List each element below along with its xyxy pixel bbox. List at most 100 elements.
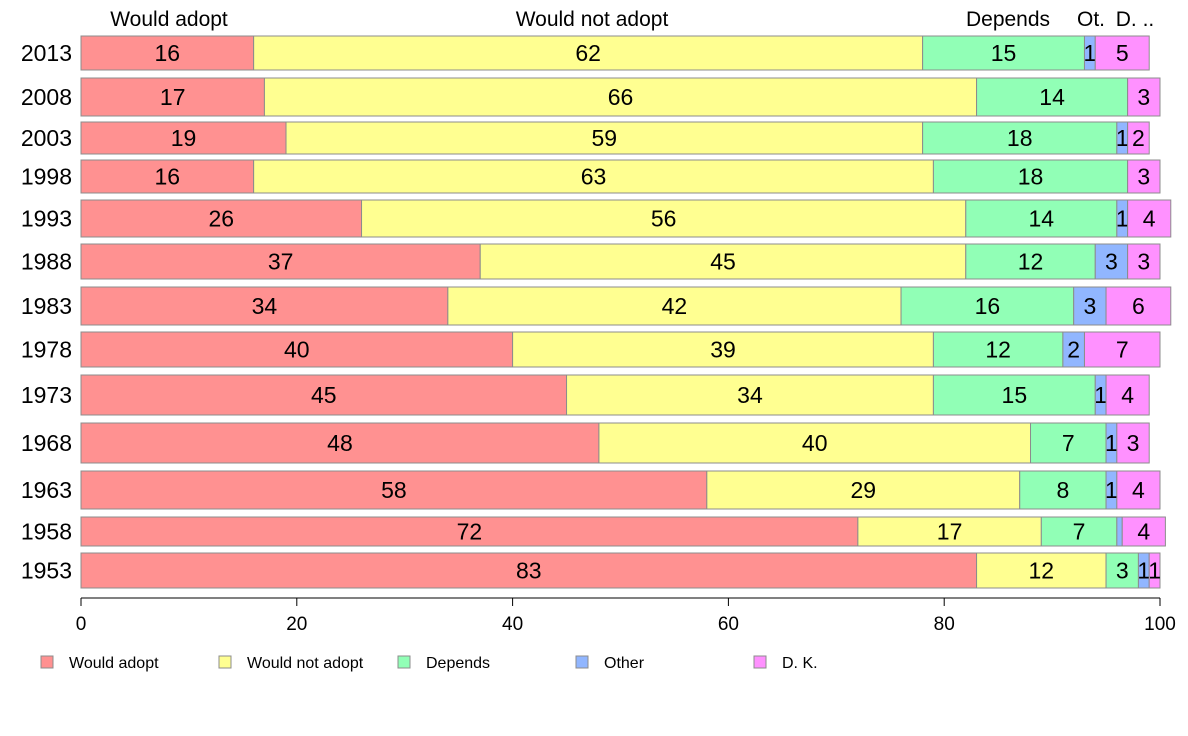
bar-segment bbox=[253, 159, 934, 194]
data-label: 40 bbox=[284, 337, 310, 363]
bar-segment bbox=[80, 77, 265, 117]
data-label: 7 bbox=[1073, 519, 1086, 545]
bar-segment bbox=[1094, 35, 1150, 71]
legend-swatch bbox=[40, 655, 54, 669]
legend-label: Would not adopt bbox=[247, 655, 364, 672]
bar-segment bbox=[900, 286, 1075, 326]
data-label: 2 bbox=[1067, 337, 1080, 363]
legend-swatch bbox=[218, 655, 232, 669]
bar-segment bbox=[1116, 470, 1161, 510]
bar-segment bbox=[922, 35, 1085, 71]
top-label: Would adopt bbox=[110, 8, 228, 31]
x-axis: 0 20 40 60 80 100 bbox=[76, 597, 1176, 635]
data-label: 83 bbox=[516, 558, 542, 584]
year-label: 1988 bbox=[21, 249, 72, 275]
year-label: 1993 bbox=[21, 206, 72, 232]
data-label: 4 bbox=[1121, 382, 1134, 408]
x-tick-label: 80 bbox=[934, 614, 955, 635]
bar-segment bbox=[1127, 159, 1161, 194]
bar-segment bbox=[80, 243, 481, 280]
year-label: 2008 bbox=[21, 84, 72, 110]
x-tick-label: 60 bbox=[718, 614, 739, 635]
bar-segment bbox=[1030, 422, 1107, 464]
data-label: 3 bbox=[1116, 558, 1129, 584]
x-tick-label: 20 bbox=[286, 614, 307, 635]
data-label: 1 bbox=[1105, 477, 1118, 503]
data-label: 45 bbox=[710, 249, 736, 275]
data-label: 26 bbox=[208, 206, 234, 232]
bar-segment bbox=[976, 77, 1129, 117]
legend-label: Depends bbox=[426, 655, 490, 672]
bar-segment bbox=[285, 121, 924, 155]
data-label: 18 bbox=[1018, 164, 1044, 190]
top-label: Depends bbox=[966, 8, 1050, 31]
bar-segment bbox=[965, 243, 1096, 280]
bar-segment bbox=[598, 422, 1032, 464]
data-label: 3 bbox=[1127, 430, 1140, 456]
bar-segment bbox=[1083, 331, 1161, 368]
year-label: 1973 bbox=[21, 382, 72, 408]
data-label: 14 bbox=[1039, 84, 1065, 110]
data-label: 16 bbox=[155, 40, 181, 66]
bar-segment bbox=[80, 516, 859, 547]
data-label: 40 bbox=[802, 430, 828, 456]
bar-segment bbox=[932, 374, 1096, 416]
bar-segment bbox=[1127, 199, 1172, 238]
data-label: 4 bbox=[1132, 477, 1145, 503]
data-label: 34 bbox=[737, 382, 763, 408]
data-label: 1 bbox=[1116, 206, 1129, 232]
bar-segment bbox=[1019, 470, 1107, 510]
legend-swatch bbox=[397, 655, 411, 669]
data-label: 39 bbox=[710, 337, 736, 363]
x-tick-label: 100 bbox=[1144, 614, 1176, 635]
legend-swatch bbox=[753, 655, 767, 669]
bar-segment bbox=[706, 470, 1021, 510]
data-label: 2 bbox=[1132, 125, 1145, 151]
data-label: 3 bbox=[1137, 249, 1150, 275]
data-label: 16 bbox=[155, 164, 181, 190]
data-label: 1 bbox=[1137, 558, 1150, 584]
bar-segment bbox=[479, 243, 967, 280]
top-label: D. .. bbox=[1116, 8, 1155, 31]
year-label: 1968 bbox=[21, 430, 72, 456]
data-label: 58 bbox=[381, 477, 407, 503]
year-label: 1963 bbox=[21, 477, 72, 503]
bar-segment bbox=[1127, 77, 1161, 117]
bar-segment bbox=[566, 374, 934, 416]
legend-label: D. K. bbox=[782, 655, 818, 672]
top-label: Would not adopt bbox=[516, 8, 669, 31]
bar-segment bbox=[80, 422, 600, 464]
bar-segment bbox=[80, 552, 978, 589]
data-label: 15 bbox=[991, 40, 1017, 66]
bar-segment bbox=[447, 286, 902, 326]
data-label: 45 bbox=[311, 382, 337, 408]
data-label: 3 bbox=[1137, 84, 1150, 110]
bar-segment bbox=[932, 331, 1064, 368]
data-label: 1 bbox=[1083, 40, 1096, 66]
bar-segment bbox=[253, 35, 924, 71]
bar-segment bbox=[1116, 422, 1150, 464]
legend: Would adopt Would not adopt Depends Other D.… bbox=[40, 655, 818, 672]
data-label: 72 bbox=[457, 519, 483, 545]
data-label: 7 bbox=[1116, 337, 1129, 363]
bar-segment bbox=[1116, 516, 1123, 547]
year-label: 1998 bbox=[21, 164, 72, 190]
data-label: 18 bbox=[1007, 125, 1033, 151]
bar-segment bbox=[263, 77, 978, 117]
bar-segment bbox=[80, 374, 568, 416]
bar-segment bbox=[1105, 286, 1172, 326]
data-label: 1 bbox=[1148, 558, 1161, 584]
data-label: 3 bbox=[1105, 249, 1118, 275]
bar-segment bbox=[80, 331, 514, 368]
bar-segment bbox=[1148, 552, 1161, 589]
data-label: 37 bbox=[268, 249, 294, 275]
data-label: 7 bbox=[1062, 430, 1075, 456]
data-label: 17 bbox=[937, 519, 963, 545]
data-label: 59 bbox=[592, 125, 618, 151]
bar-segment bbox=[1105, 552, 1139, 589]
x-tick-label: 0 bbox=[76, 614, 87, 635]
data-label: 1 bbox=[1105, 430, 1118, 456]
year-label: 2013 bbox=[21, 40, 72, 66]
year-label: 1983 bbox=[21, 293, 72, 319]
data-label: 56 bbox=[651, 206, 677, 232]
